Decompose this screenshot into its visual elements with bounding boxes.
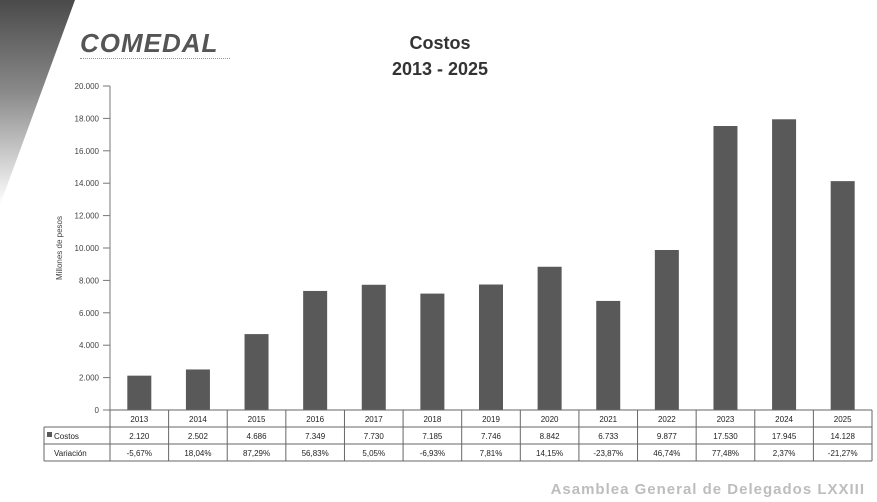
y-tick-label: 4.000 [79,341,100,350]
footer-text: Asamblea General de Delegados LXXIII [550,481,865,498]
y-tick-label: 8.000 [79,276,100,285]
data-label: 56,83% [302,449,329,458]
y-tick-label: 20.000 [75,82,100,91]
bar [479,284,503,410]
bar [303,290,328,410]
data-label: 77,48% [712,449,739,458]
y-tick-label: 2.000 [79,374,100,383]
data-label: 7.185 [422,432,443,441]
data-label: 2,37% [773,449,796,458]
data-label: 8.842 [540,432,561,441]
bar [772,119,797,410]
logo-tagline-line [80,58,230,62]
x-tick-label: 2020 [541,415,559,424]
y-tick-label: 18.000 [75,114,100,123]
data-label: 7,81% [480,449,503,458]
data-label: 2.120 [129,432,150,441]
x-tick-label: 2015 [248,415,266,424]
bar [361,284,386,410]
y-tick-label: 12.000 [75,212,100,221]
x-tick-label: 2023 [717,415,735,424]
data-label: 7.730 [364,432,385,441]
bar-chart: Millones de pesos 0 2.000 4.000 6.000 8.000 10… [43,82,873,462]
data-label: 14.128 [830,432,855,441]
chart-subtitle: 2013 - 2025 [391,59,489,79]
data-label: 18,04% [184,449,211,458]
bar [830,181,855,410]
bar [537,266,562,410]
y-tick-label: 16.000 [75,147,100,156]
y-tick-label: 6.000 [79,309,100,318]
bar [127,375,152,410]
x-tick-label: 2018 [423,415,441,424]
table-row-label: Costos [54,432,79,441]
legend-swatch [47,432,52,437]
x-tick-label: 2021 [599,415,617,424]
table-row-label: Variación [54,449,87,458]
data-label: -21,27% [828,449,858,458]
data-label: 5,05% [362,449,385,458]
data-label: -5,67% [127,449,152,458]
data-label: -6,93% [420,449,445,458]
bar [654,249,679,410]
data-label: 4.686 [247,432,268,441]
x-tick-label: 2013 [130,415,148,424]
data-label: 9.877 [657,432,678,441]
data-label: -23,87% [593,449,623,458]
bar [244,334,269,410]
chart-title: Costos [409,33,471,53]
data-label: 87,29% [243,449,270,458]
y-tick-label: 14.000 [75,179,100,188]
data-label: 17.530 [713,432,738,441]
x-tick-label: 2014 [189,415,207,424]
bar [713,126,738,410]
bar [596,300,621,410]
data-label: 46,74% [653,449,680,458]
data-label: 7.746 [481,432,502,441]
data-label: 2.502 [188,432,209,441]
bar [185,369,210,410]
y-tick-label: 0 [95,406,100,415]
x-tick-label: 2019 [482,415,500,424]
x-tick-label: 2025 [834,415,852,424]
data-label: 7.349 [305,432,326,441]
chart-title-block: Costos 2013 - 2025 [340,30,540,82]
data-label: 17.945 [772,432,797,441]
bar [420,293,445,410]
x-tick-label: 2017 [365,415,383,424]
x-tick-label: 2022 [658,415,676,424]
x-tick-label: 2024 [775,415,793,424]
x-tick-label: 2016 [306,415,324,424]
data-label: 6.733 [598,432,619,441]
comedal-logo: COMEDAL [80,28,219,58]
y-axis-title: Millones de pesos [55,216,64,280]
y-tick-label: 10.000 [75,244,100,253]
data-label: 14,15% [536,449,563,458]
